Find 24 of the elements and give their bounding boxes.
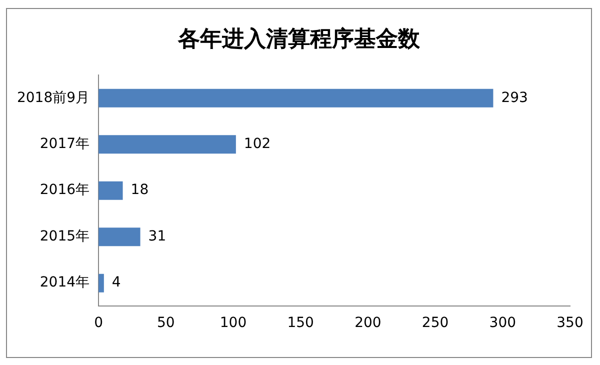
bar: [98, 274, 104, 292]
chart-title: 各年进入清算程序基金数: [176, 26, 421, 54]
bar: [98, 88, 494, 108]
y-tick-label: 2015年: [40, 228, 90, 244]
data-label: 293: [501, 90, 528, 106]
y-tick-label: 2016年: [40, 182, 90, 198]
y-tick-label: 2017年: [40, 136, 90, 152]
data-label: 102: [244, 136, 271, 152]
data-label: 18: [130, 182, 149, 198]
bar: [98, 228, 140, 246]
y-tick-label: 2014年: [40, 274, 90, 291]
x-tick-label: 50: [156, 315, 175, 332]
bar: [98, 181, 123, 200]
data-label: 4: [112, 274, 121, 291]
bar: [98, 135, 236, 154]
x-tick-label: 100: [220, 315, 247, 332]
x-tick-label: 350: [556, 315, 584, 332]
x-tick-label: 150: [287, 315, 314, 332]
x-tick-label: 300: [489, 315, 516, 332]
x-tick-label: 0: [94, 315, 103, 332]
x-tick-label: 250: [422, 315, 449, 332]
y-tick-label: 2018前9月: [16, 90, 90, 106]
data-label: 31: [148, 228, 166, 244]
x-tick-label: 200: [354, 315, 382, 332]
